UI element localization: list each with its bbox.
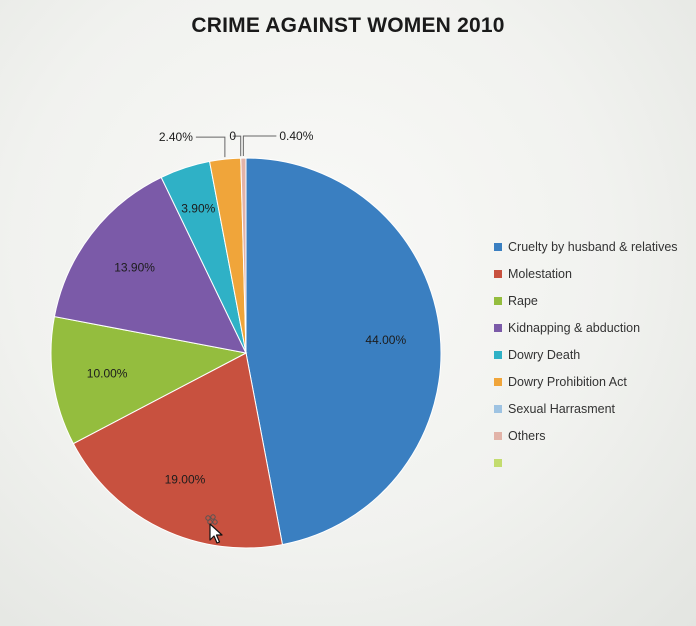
legend-label-7: Sexual Harrasment [508, 401, 615, 416]
legend-swatch-6 [494, 377, 502, 386]
legend-swatch-7 [494, 404, 502, 413]
legend-swatch-8 [494, 431, 502, 440]
leader-line-8 [242, 135, 277, 157]
legend-item-6: Dowry Prohibition Act [494, 368, 694, 395]
legend-item-7: Sexual Harrasment [494, 395, 694, 422]
data-label-3: 10.00% [87, 367, 128, 381]
data-label-8: 0.40% [279, 129, 313, 143]
legend-item-2: Molestation [494, 260, 694, 287]
legend-swatch-5 [494, 350, 502, 359]
legend-swatch-1 [494, 242, 502, 251]
legend-item-8: Others [494, 422, 694, 449]
leader-lines [195, 135, 277, 158]
data-label-5: 3.90% [181, 202, 215, 216]
legend-item-4: Kidnapping & abduction [494, 314, 694, 341]
data-label-7: 0 [229, 129, 236, 143]
pie-slice-2 [72, 352, 284, 549]
data-label-6: 2.40% [159, 130, 193, 144]
legend-swatch-9 [494, 458, 502, 467]
legend-label-2: Molestation [508, 266, 572, 281]
data-label-1: 44.00% [365, 333, 406, 347]
legend-label-8: Others [508, 428, 546, 443]
legend-label-4: Kidnapping & abduction [508, 320, 641, 335]
legend-swatch-4 [494, 323, 502, 332]
legend-label-5: Dowry Death [508, 347, 581, 362]
mouse-cursor-icon [205, 514, 223, 544]
pie-slice-4 [53, 176, 247, 354]
pie-slice-1 [245, 157, 442, 546]
pie-slices [50, 157, 442, 549]
legend-item-9 [494, 449, 694, 476]
legend-label-6: Dowry Prohibition Act [508, 374, 627, 389]
data-label-4: 13.90% [114, 261, 155, 275]
pie-slice-3 [50, 315, 248, 445]
legend-item-3: Rape [494, 287, 694, 314]
pie-slice-8 [240, 157, 247, 354]
legend-swatch-3 [494, 296, 502, 305]
legend-label-3: Rape [508, 293, 538, 308]
data-labels: 44.00% 19.00% 10.00% 13.90% 3.90% 2.40% 0 0.40% [87, 129, 407, 486]
leader-line-6 [195, 136, 226, 158]
legend-item-1: Cruelty by husband & relatives [494, 233, 694, 260]
leader-line-7 [232, 135, 242, 157]
legend: Cruelty by husband & relatives Molestatio… [494, 233, 694, 476]
chart-title: CRIME AGAINST WOMEN 2010 [191, 14, 505, 37]
legend-item-5: Dowry Death [494, 341, 694, 368]
legend-label-1: Cruelty by husband & relatives [508, 239, 678, 254]
legend-swatch-2 [494, 269, 502, 278]
data-label-2: 19.00% [165, 472, 206, 486]
